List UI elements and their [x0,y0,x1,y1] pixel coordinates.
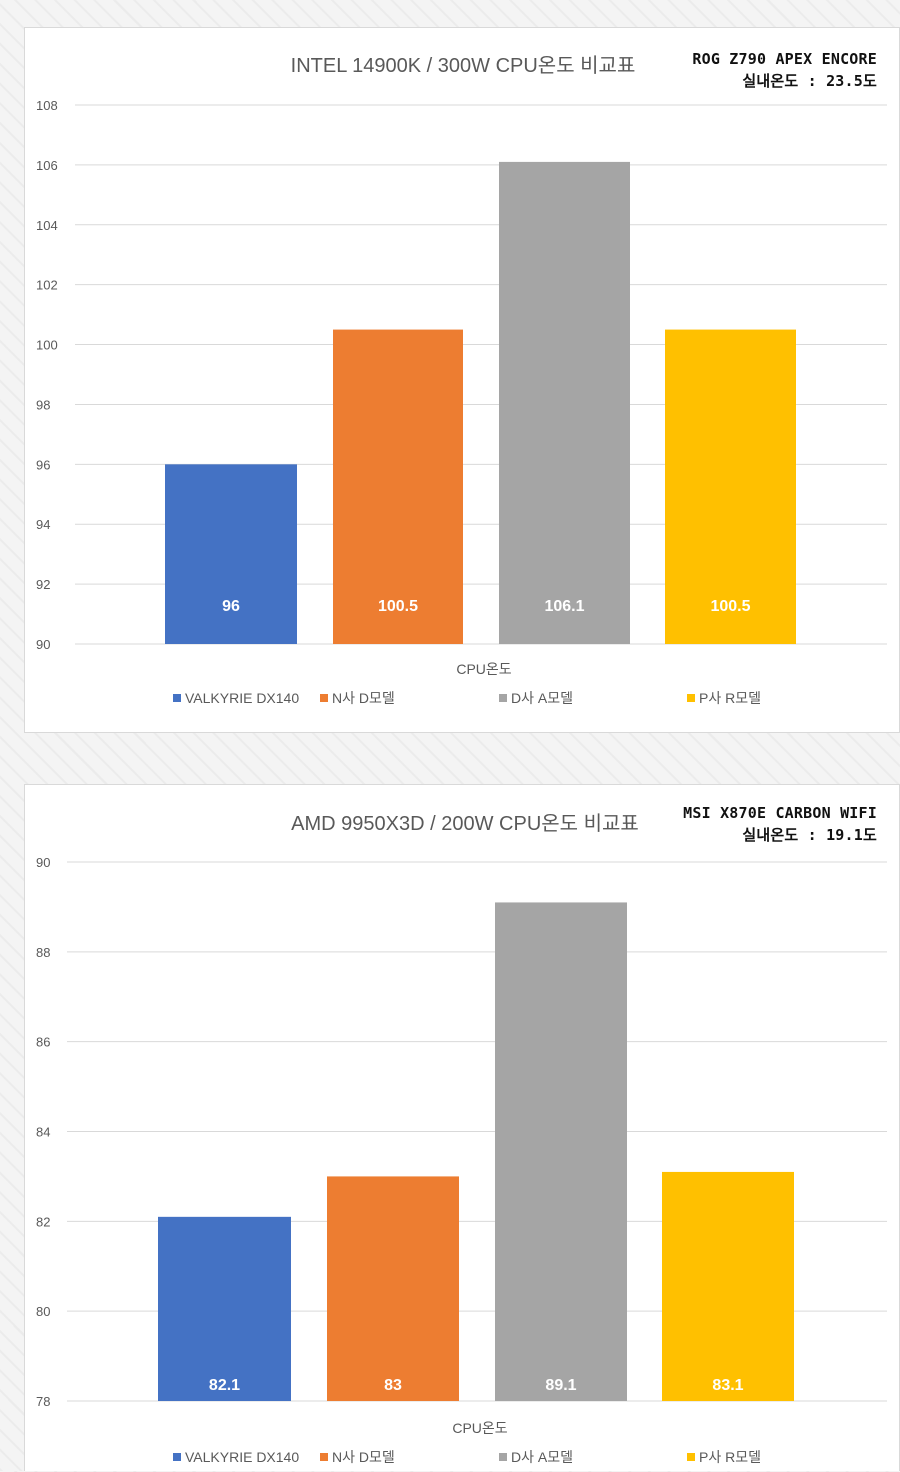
data-label: 89.1 [545,1377,576,1394]
y-tick-label: 102 [36,278,58,293]
bar [499,161,630,644]
y-tick-label: 108 [36,98,58,113]
legend-entry: VALKYRIE DX140 [185,690,299,706]
bar [662,1171,794,1401]
bar [158,1216,291,1401]
y-tick-label: 80 [36,1304,50,1319]
x-axis-label: CPU온도 [452,1420,507,1436]
y-tick-label: 104 [36,218,58,233]
legend-swatch [173,694,181,702]
y-tick-label: 90 [36,637,50,652]
y-tick-label: 86 [36,1035,50,1050]
legend-entry: D사 A모델 [511,1449,573,1465]
y-tick-label: 92 [36,577,50,592]
legend-entry: N사 D모델 [332,1449,395,1465]
board-label: MSI X870E CARBON WIFI [683,804,877,822]
y-tick-label: 100 [36,338,58,353]
data-label: 96 [222,598,240,615]
chart-title: AMD 9950X3D / 200W CPU온도 비교표 [291,812,639,835]
data-label: 100.5 [710,598,750,615]
y-tick-label: 96 [36,457,50,472]
legend-swatch [499,1453,507,1461]
legend-swatch [320,1453,328,1461]
legend-swatch [173,1453,181,1461]
bar [665,329,796,644]
chart-panel-amd: AMD 9950X3D / 200W CPU온도 비교표 78 80 82 84 86 88… [24,784,900,1471]
bar [333,329,463,644]
legend-entry: P사 R모델 [699,1449,761,1465]
chart-intel: INTEL 14900K / 300W CPU온도 비교표 90 92 94 96 98 1… [36,54,887,706]
board-label: ROG Z790 APEX ENCORE [692,50,877,68]
bar [327,1176,459,1401]
data-label: 83 [384,1377,402,1394]
chart-amd: AMD 9950X3D / 200W CPU온도 비교표 78 80 82 84 86 88… [36,812,887,1465]
chart-panel-intel: INTEL 14900K / 300W CPU온도 비교표 90 92 94 96 98 1… [24,27,900,733]
room-temp-label: 실내온도 : 19.1도 [742,826,877,844]
legend-swatch [687,1453,695,1461]
legend-swatch [320,694,328,702]
bar [495,902,627,1401]
y-tick-label: 84 [36,1125,50,1140]
legend-swatch [499,694,507,702]
y-tick-label: 94 [36,517,50,532]
test-conditions-note: MSI X870E CARBON WIFI 실내온도 : 19.1도 [683,802,877,846]
y-tick-label: 106 [36,158,58,173]
x-axis-label: CPU온도 [456,661,511,677]
legend-entry: N사 D모델 [332,690,395,706]
legend-entry: VALKYRIE DX140 [185,1449,299,1465]
legend-entry: P사 R모델 [699,690,761,706]
legend-swatch [687,694,695,702]
y-tick-label: 78 [36,1394,50,1409]
y-tick-label: 88 [36,945,50,960]
y-tick-label: 90 [36,855,50,870]
room-temp-label: 실내온도 : 23.5도 [742,72,877,90]
legend-entry: D사 A모델 [511,690,573,706]
chart-title: INTEL 14900K / 300W CPU온도 비교표 [291,54,636,77]
test-conditions-note: ROG Z790 APEX ENCORE 실내온도 : 23.5도 [692,48,877,92]
y-tick-label: 82 [36,1214,50,1229]
y-tick-label: 98 [36,397,50,412]
data-label: 100.5 [378,598,418,615]
data-label: 83.1 [712,1377,743,1394]
data-label: 106.1 [544,598,584,615]
data-label: 82.1 [209,1377,240,1394]
bar [165,464,297,644]
